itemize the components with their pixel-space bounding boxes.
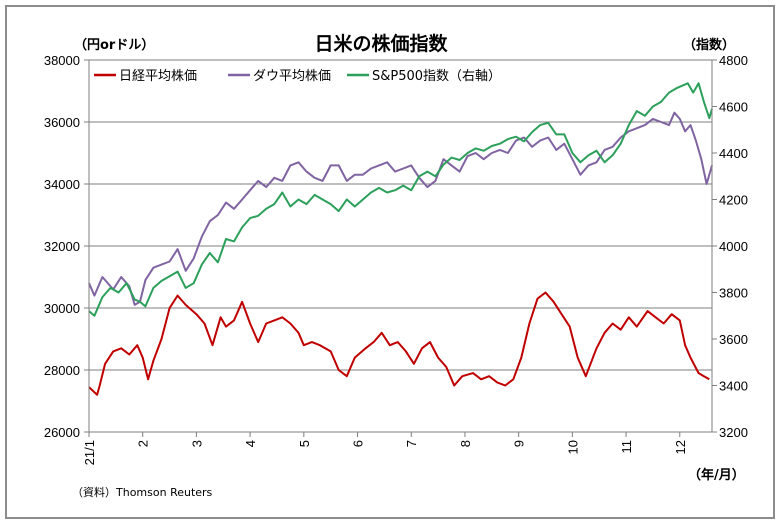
left-axis-unit: （円orドル）: [74, 37, 154, 53]
legend-label: 日経平均株価: [119, 69, 197, 84]
y-right-tick-label: 4600: [719, 100, 748, 115]
series-line-2: [88, 82, 713, 317]
x-tick-label: 12: [673, 440, 688, 454]
y-left-tick-label: 36000: [44, 115, 80, 130]
y-right-tick-label: 4000: [719, 239, 748, 254]
y-left-tick-label: 30000: [44, 301, 80, 316]
gridlines: [89, 59, 712, 433]
x-tick-label: 21/1: [82, 440, 97, 465]
y-right-tick-label: 4200: [719, 193, 748, 208]
y-right-tick-label: 3200: [719, 425, 748, 440]
source-note: （資料）Thomson Reuters: [72, 485, 213, 499]
y-right-tick-label: 3400: [719, 379, 748, 394]
x-tick-label: 5: [297, 440, 312, 447]
y-left-tick-label: 28000: [44, 363, 80, 378]
legend: 日経平均株価 ダウ平均株価 S&P500指数（右軸）: [94, 69, 501, 84]
y-left-tick-label: 38000: [44, 53, 80, 68]
x-tick-label: 2: [136, 440, 151, 447]
x-axis-unit: （年/月）: [688, 467, 745, 483]
y-left-tick-label: 32000: [44, 239, 80, 254]
x-tick-label: 9: [512, 440, 527, 447]
y-right-tick-label: 3600: [719, 332, 748, 347]
y-right-tick-label: 4800: [719, 53, 748, 68]
y-right-tick-label: 4400: [719, 146, 748, 161]
right-axis-unit: （指数）: [683, 37, 735, 53]
plot-area-border: [88, 59, 713, 433]
legend-label: S&P500指数（右軸）: [372, 69, 501, 84]
series-line-0: [88, 291, 710, 396]
x-tick-label: 10: [565, 440, 580, 454]
x-tick-label: 8: [458, 440, 473, 447]
y-right-tick-label: 3800: [719, 286, 748, 301]
chart-title: 日米の株価指数: [314, 32, 448, 55]
series-lines: [88, 82, 713, 396]
series-line-1: [88, 111, 713, 306]
x-tick-label: 4: [243, 440, 258, 447]
x-tick-label: 3: [189, 440, 204, 447]
y-left-tick-label: 26000: [44, 425, 80, 440]
x-tick-label: 11: [619, 440, 634, 454]
chart-frame: [5, 5, 775, 519]
y-left-tick-label: 34000: [44, 177, 80, 192]
x-tick-label: 6: [351, 440, 366, 447]
x-tick-label: 7: [404, 440, 419, 447]
axes: 2600028000300003200034000360003800032003…: [44, 53, 748, 465]
legend-label: ダウ平均株価: [253, 69, 331, 84]
